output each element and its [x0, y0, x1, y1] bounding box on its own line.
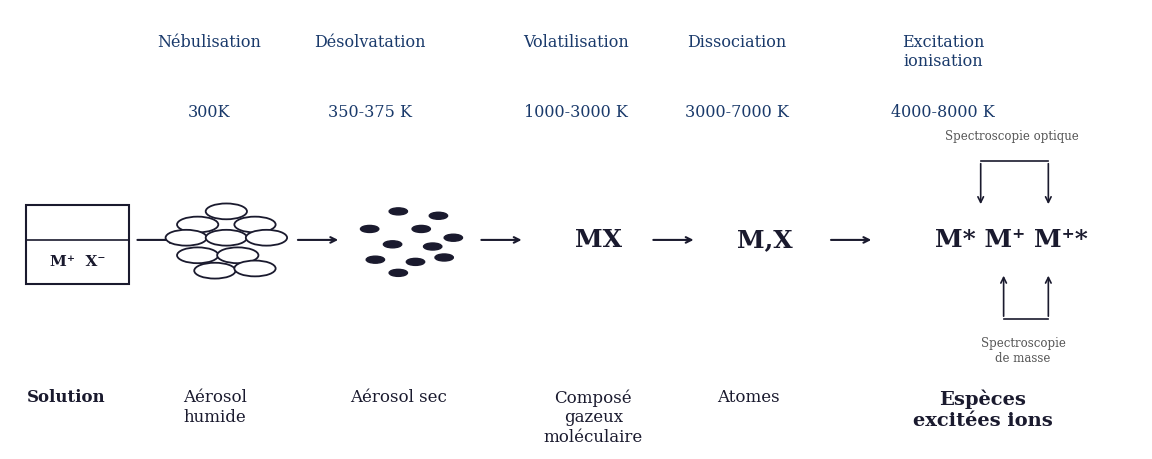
Circle shape — [195, 263, 235, 279]
Text: 1000-3000 K: 1000-3000 K — [524, 104, 628, 121]
Circle shape — [445, 234, 462, 241]
Circle shape — [384, 241, 402, 248]
Text: 350-375 K: 350-375 K — [327, 104, 411, 121]
Text: Aérosol sec: Aérosol sec — [350, 389, 447, 406]
Circle shape — [366, 256, 385, 263]
Text: Spectroscopie
de masse: Spectroscopie de masse — [980, 336, 1066, 364]
Text: M* M⁺ M⁺*: M* M⁺ M⁺* — [935, 228, 1089, 252]
Bar — [25, 205, 129, 284]
Circle shape — [412, 225, 431, 232]
Circle shape — [389, 269, 408, 276]
Text: Volatilisation: Volatilisation — [523, 34, 629, 50]
Text: Spectroscopie optique: Spectroscopie optique — [945, 130, 1078, 143]
Text: M,X: M,X — [737, 228, 793, 252]
Circle shape — [407, 258, 425, 265]
Circle shape — [177, 217, 219, 232]
Circle shape — [166, 230, 207, 246]
Text: Aérosol
humide: Aérosol humide — [183, 389, 247, 426]
Text: Nébulisation: Nébulisation — [157, 34, 262, 50]
Circle shape — [177, 247, 219, 263]
Text: M⁺  X⁻: M⁺ X⁻ — [50, 255, 105, 269]
Text: Atomes: Atomes — [717, 389, 779, 406]
Text: 300K: 300K — [188, 104, 230, 121]
Text: Solution: Solution — [26, 389, 105, 406]
Text: Désolvatation: Désolvatation — [313, 34, 425, 50]
Text: Excitation
ionisation: Excitation ionisation — [902, 34, 984, 70]
Text: 3000-7000 K: 3000-7000 K — [684, 104, 788, 121]
Circle shape — [206, 230, 247, 246]
Circle shape — [389, 208, 408, 215]
Text: MX: MX — [575, 228, 622, 252]
Circle shape — [424, 243, 442, 250]
Text: Composé
gazeux
moléculaire: Composé gazeux moléculaire — [544, 389, 643, 446]
Text: Espèces
excitées ions: Espèces excitées ions — [914, 389, 1053, 430]
Circle shape — [245, 230, 287, 246]
Circle shape — [234, 217, 275, 232]
Circle shape — [361, 225, 379, 232]
Text: Dissociation: Dissociation — [687, 34, 786, 50]
Circle shape — [430, 212, 448, 219]
Circle shape — [218, 247, 258, 263]
Circle shape — [435, 254, 454, 261]
Circle shape — [206, 203, 247, 219]
Text: 4000-8000 K: 4000-8000 K — [890, 104, 994, 121]
Circle shape — [234, 261, 275, 276]
